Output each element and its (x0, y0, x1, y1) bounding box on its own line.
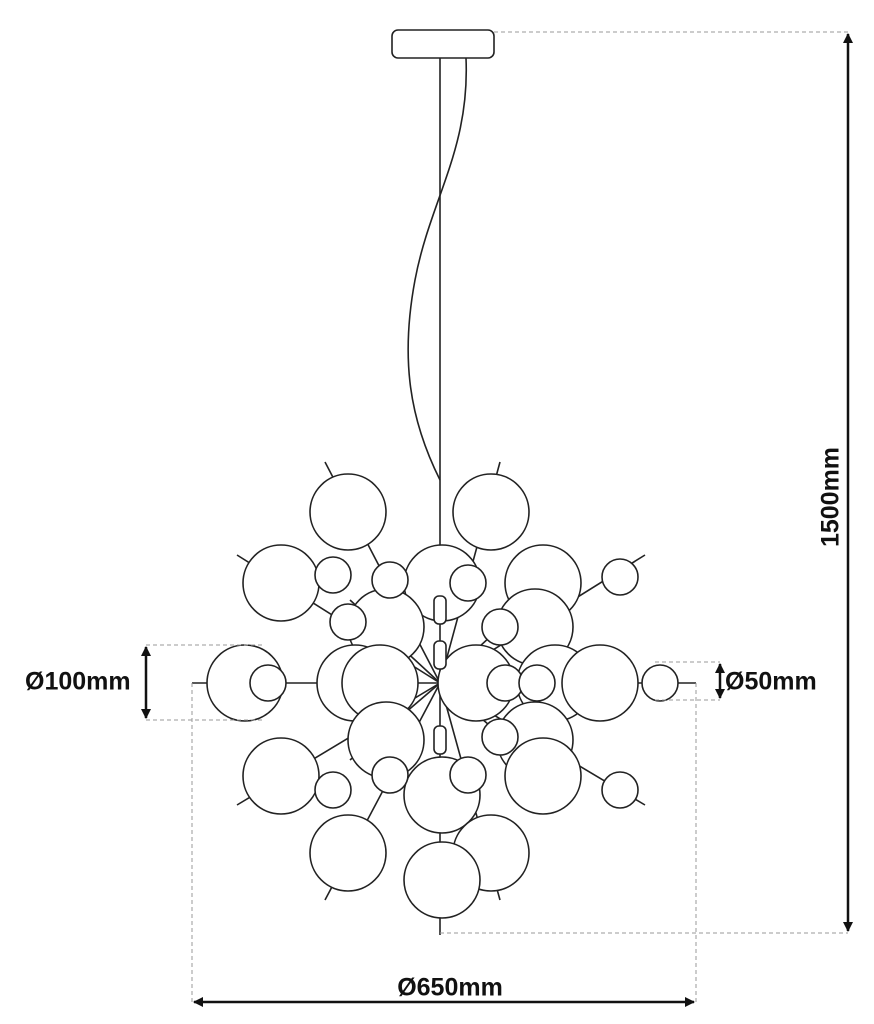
socket (433, 640, 447, 670)
globe (481, 718, 519, 756)
globe (641, 664, 679, 702)
globe (314, 556, 352, 594)
width-label: Ø650mm (397, 974, 503, 1002)
globe (561, 644, 639, 722)
globe (309, 473, 387, 551)
height-label: 1500mm (817, 447, 845, 547)
cable (407, 57, 468, 481)
globe (449, 756, 487, 794)
globes (206, 473, 679, 919)
globe (371, 561, 409, 599)
socket (433, 725, 447, 755)
globe (449, 564, 487, 602)
globe (329, 603, 367, 641)
small-globe-label: Ø50mm (725, 668, 817, 696)
globe (518, 664, 556, 702)
globe (601, 771, 639, 809)
large-globe-label: Ø100mm (25, 668, 131, 696)
socket (433, 595, 447, 625)
globe (481, 608, 519, 646)
globe (601, 558, 639, 596)
globe (371, 756, 409, 794)
globe (249, 664, 287, 702)
globe (314, 771, 352, 809)
globe (242, 737, 320, 815)
globe (486, 664, 524, 702)
canopy (391, 29, 495, 59)
globe (403, 841, 481, 919)
globe (309, 814, 387, 892)
globe (452, 473, 530, 551)
globe (242, 544, 320, 622)
globe (504, 737, 582, 815)
